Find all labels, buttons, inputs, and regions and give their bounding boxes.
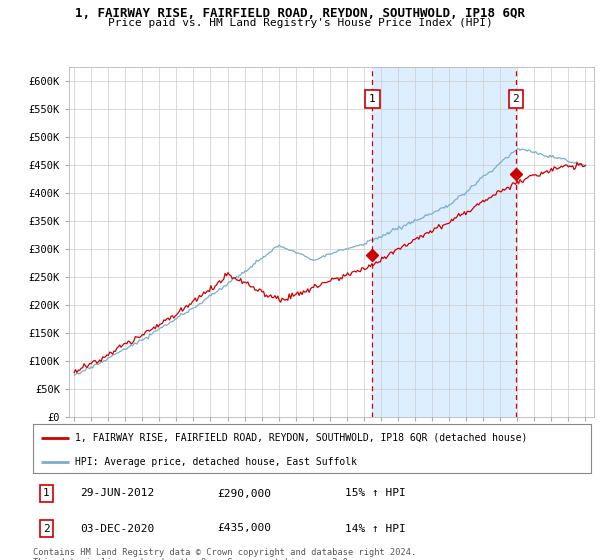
Text: 1, FAIRWAY RISE, FAIRFIELD ROAD, REYDON, SOUTHWOLD, IP18 6QR: 1, FAIRWAY RISE, FAIRFIELD ROAD, REYDON,… — [75, 7, 525, 20]
Text: 1: 1 — [43, 488, 50, 498]
Text: Price paid vs. HM Land Registry's House Price Index (HPI): Price paid vs. HM Land Registry's House … — [107, 18, 493, 28]
Bar — [373, 67, 516, 417]
Text: 15% ↑ HPI: 15% ↑ HPI — [346, 488, 406, 498]
Text: £290,000: £290,000 — [217, 488, 271, 498]
Text: 29-JUN-2012: 29-JUN-2012 — [80, 488, 155, 498]
Text: 2: 2 — [512, 94, 520, 104]
Text: 1, FAIRWAY RISE, FAIRFIELD ROAD, REYDON, SOUTHWOLD, IP18 6QR (detached house): 1, FAIRWAY RISE, FAIRFIELD ROAD, REYDON,… — [75, 433, 527, 443]
Text: 14% ↑ HPI: 14% ↑ HPI — [346, 524, 406, 534]
Text: £435,000: £435,000 — [217, 524, 271, 534]
Text: Contains HM Land Registry data © Crown copyright and database right 2024.
This d: Contains HM Land Registry data © Crown c… — [33, 548, 416, 560]
Text: 2: 2 — [43, 524, 50, 534]
Text: 1: 1 — [369, 94, 376, 104]
Text: 03-DEC-2020: 03-DEC-2020 — [80, 524, 155, 534]
Text: HPI: Average price, detached house, East Suffolk: HPI: Average price, detached house, East… — [75, 458, 357, 468]
